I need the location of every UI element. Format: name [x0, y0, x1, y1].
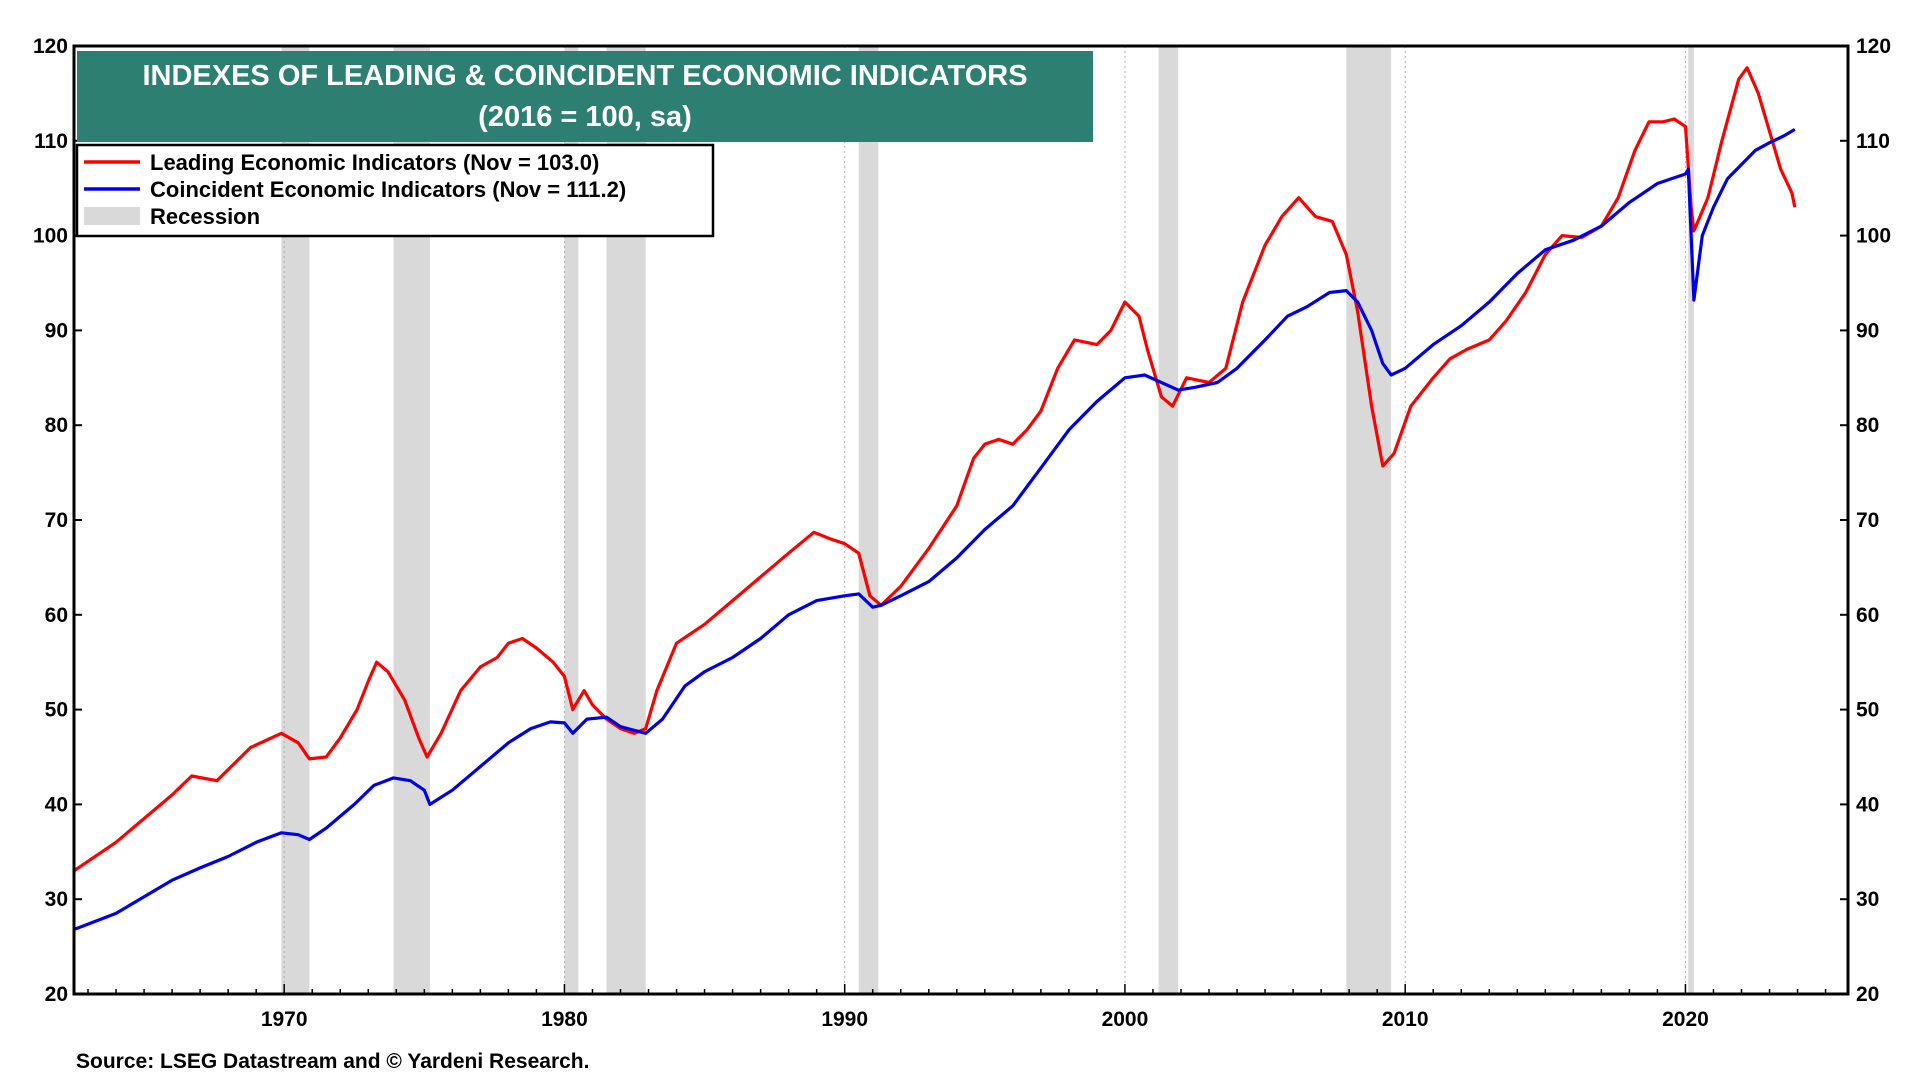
axis-ticks [74, 45, 1848, 995]
series-line-coincident [73, 128, 1796, 931]
y-tick-label-left: 100 [33, 225, 68, 248]
y-tick-label-left: 20 [45, 983, 68, 1006]
recession-band [1688, 46, 1694, 994]
recession-band [564, 46, 579, 994]
grid [283, 46, 1686, 994]
y-tick-label-left: 80 [45, 414, 68, 437]
x-tick-label: 2010 [1382, 1008, 1429, 1031]
recession-band [1158, 46, 1179, 994]
y-tick-label-right: 30 [1856, 888, 1879, 911]
legend-label-coincident: Coincident Economic Indicators (Nov = 11… [150, 177, 626, 202]
x-tick-label: 2000 [1102, 1008, 1149, 1031]
title-box: INDEXES OF LEADING & COINCIDENT ECONOMIC… [77, 51, 1093, 142]
chart-subtitle: (2016 = 100, sa) [478, 101, 692, 133]
chart-title: INDEXES OF LEADING & COINCIDENT ECONOMIC… [142, 60, 1027, 92]
x-tick-label: 1980 [541, 1008, 588, 1031]
right-axis-labels: 20 30 40 50 60 70 80 90 100 110 120 [1856, 35, 1891, 1006]
y-tick-label-right: 40 [1856, 793, 1879, 816]
x-axis-labels: 1970 1980 1990 2000 2010 2020 [261, 1008, 1709, 1031]
y-tick-label-left: 30 [45, 888, 68, 911]
legend: Leading Economic Indicators (Nov = 103.0… [75, 143, 715, 238]
recession-band [1346, 46, 1392, 994]
y-tick-label-left: 70 [45, 509, 68, 532]
legend-label-recession: Recession [150, 204, 260, 229]
left-axis-labels: 20 30 40 50 60 70 80 90 100 110 120 [33, 35, 68, 1006]
x-tick-label: 2020 [1662, 1008, 1709, 1031]
y-tick-label-right: 110 [1856, 130, 1890, 153]
title-background [77, 51, 1093, 142]
x-tick-label: 1990 [821, 1008, 868, 1031]
y-tick-label-right: 120 [1856, 35, 1891, 58]
legend-label-leading: Leading Economic Indicators (Nov = 103.0… [150, 150, 599, 175]
y-tick-label-right: 20 [1856, 983, 1879, 1006]
y-tick-label-right: 80 [1856, 414, 1879, 437]
source-note: Source: LSEG Datastream and © Yardeni Re… [76, 1050, 589, 1073]
x-tick-label: 1970 [261, 1008, 308, 1031]
y-tick-label-left: 110 [34, 130, 68, 153]
y-tick-label-right: 50 [1856, 699, 1879, 722]
y-tick-label-left: 60 [45, 604, 68, 627]
y-tick-label-left: 120 [33, 35, 68, 58]
y-tick-label-left: 50 [45, 699, 68, 722]
y-tick-label-left: 90 [45, 319, 68, 342]
y-tick-label-right: 100 [1856, 225, 1891, 248]
recession-band [858, 46, 879, 994]
legend-swatch-recession [84, 207, 140, 225]
series-lines [73, 66, 1797, 931]
y-tick-label-left: 40 [45, 793, 68, 816]
legend-box [75, 143, 715, 238]
y-tick-label-right: 60 [1856, 604, 1879, 627]
y-tick-label-right: 90 [1856, 319, 1879, 342]
y-tick-label-right: 70 [1856, 509, 1879, 532]
